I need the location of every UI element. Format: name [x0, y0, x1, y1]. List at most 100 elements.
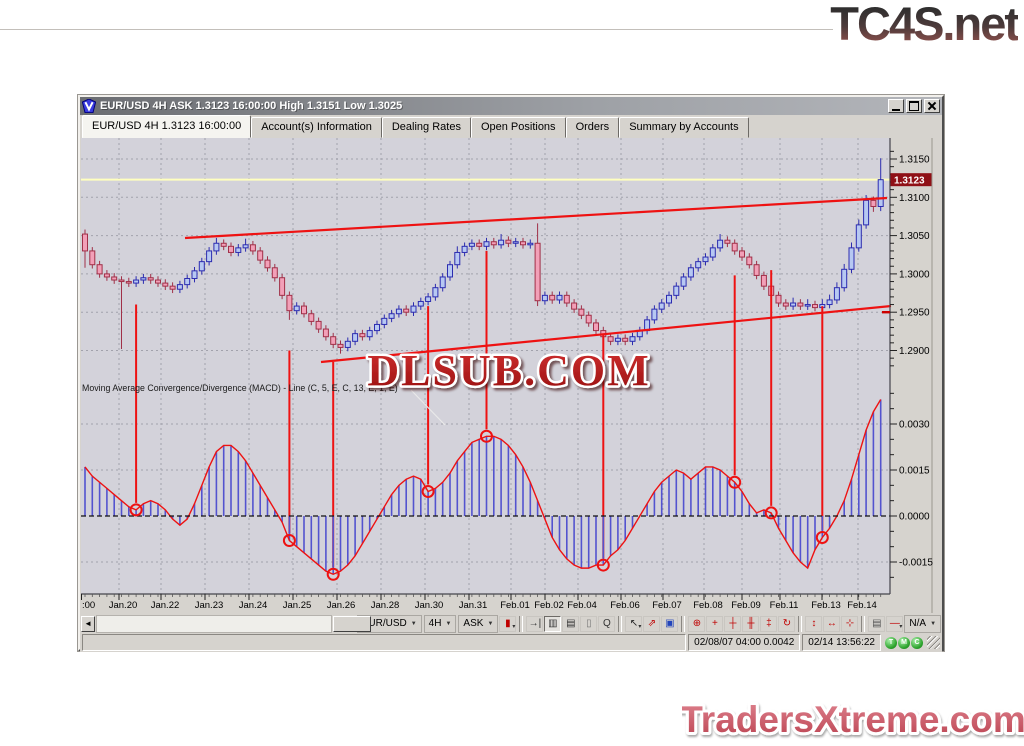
signal-circle [764, 506, 778, 520]
chevron-down-icon: ▼ [445, 620, 452, 627]
mark-tool-button[interactable]: ⇗ [643, 615, 661, 632]
connection-icon-t: T [885, 636, 897, 649]
svg-text:Feb.04: Feb.04 [567, 600, 597, 611]
toolbar-separator [618, 615, 623, 632]
current-price-marker: 1.3123 [890, 173, 932, 186]
scroll-left-button[interactable]: ◄ [81, 615, 96, 632]
chart-scrollbar[interactable] [96, 614, 372, 633]
overlay-dropdown[interactable]: N/A ▼ [904, 614, 942, 633]
tab-orders[interactable]: Orders [565, 117, 620, 138]
line-style-icon: — [889, 618, 900, 629]
scrollbar-thumb[interactable] [333, 615, 372, 632]
quick-quote-button[interactable]: Q [598, 615, 616, 632]
price-type-dropdown[interactable]: ASK ▼ [458, 614, 499, 633]
macd-line [84, 399, 882, 576]
svg-text:Feb.11: Feb.11 [770, 600, 799, 611]
svg-text:Feb.07: Feb.07 [652, 600, 682, 611]
period-dropdown[interactable]: 4H ▼ [423, 614, 457, 633]
cursor-info: 02/08/07 04:00 0.0042 [688, 634, 801, 651]
quick-quote-icon: Q [603, 618, 611, 629]
svg-text:Feb.13: Feb.13 [811, 600, 841, 611]
refresh-chart-icon: ↻ [782, 618, 792, 629]
watermark-text: DLSUB.COM [367, 346, 650, 395]
svg-text:Jan.20: Jan.20 [109, 600, 138, 611]
resize-grip[interactable] [927, 636, 940, 649]
scale-horizontal-button[interactable]: ↔ [823, 615, 841, 632]
scale-both-button[interactable]: ⊹ [841, 615, 859, 632]
status-message-panel [82, 634, 687, 651]
svg-text:0.0030: 0.0030 [899, 419, 930, 430]
chevron-down-icon: ▼ [487, 620, 494, 627]
svg-text:Feb.09: Feb.09 [731, 600, 761, 611]
chevron-down-icon: ▾ [638, 623, 642, 630]
close-icon [928, 102, 936, 110]
svg-text:Feb.01: Feb.01 [500, 600, 530, 611]
svg-text:Feb.08: Feb.08 [693, 600, 723, 611]
chevron-down-icon: ▼ [930, 620, 937, 627]
toolbar-separator [798, 615, 803, 632]
overlay-value: N/A [909, 618, 927, 629]
date-axis-ticks: :00 Jan.20 Jan.22 Jan.23 Jan.24 Jan.25 Jan.26 J… [81, 594, 882, 611]
scale-vertical-button[interactable]: ↕ [805, 615, 823, 632]
price-axis-ticks: 1.3150 1.3100 1.3050 1.3000 1.2950 1.2900 0.00… [890, 150, 933, 578]
chart-bars-icon: ▤ [566, 618, 576, 629]
price-axis [890, 138, 941, 613]
crosshair-large-button[interactable]: ┼ [724, 615, 742, 632]
scroll-to-latest-button[interactable]: →| [526, 615, 544, 632]
crosshair-large-icon: ┼ [729, 618, 737, 629]
chart-properties-button[interactable]: ▤ [868, 615, 886, 632]
maximize-button[interactable] [906, 99, 922, 113]
clock: 02/14 13:56:22 [802, 634, 881, 651]
symbol-dropdown[interactable]: EUR/USD ▼ [356, 614, 422, 633]
svg-text:1.2900: 1.2900 [899, 346, 930, 357]
chart-line-button[interactable]: ▯ [580, 615, 598, 632]
line-style-button[interactable]: — ▾ [886, 615, 904, 632]
svg-text:Jan.31: Jan.31 [459, 600, 488, 611]
price-chart[interactable]: Moving Average Convergence/Divergence (M… [81, 138, 941, 613]
minimize-button[interactable] [888, 99, 904, 113]
tab-chart[interactable]: EUR/USD 4H 1.3123 16:00:00 [82, 115, 252, 138]
tile-windows-button[interactable]: ▣ [661, 615, 679, 632]
svg-text:Jan.28: Jan.28 [371, 600, 400, 611]
svg-text:Feb.02: Feb.02 [534, 600, 564, 611]
chevron-down-icon: ▾ [899, 623, 903, 630]
signal-circle [480, 429, 493, 443]
tab-summary-by-accounts[interactable]: Summary by Accounts [619, 117, 749, 138]
close-button[interactable] [924, 99, 940, 113]
app-icon [82, 99, 97, 113]
crosshair-dagger-button[interactable]: ‡ [760, 615, 778, 632]
svg-text:1.3150: 1.3150 [899, 155, 930, 166]
candle-style-icon: ▮ [505, 618, 511, 629]
window-titlebar[interactable]: EUR/USD 4H ASK 1.3123 16:00:00 High 1.31… [80, 97, 942, 115]
svg-text:-0.0015: -0.0015 [899, 558, 933, 569]
crosshair-double-button[interactable]: ╫ [742, 615, 760, 632]
candle-style-button[interactable]: ▮ ▾ [499, 615, 517, 632]
scale-horizontal-icon: ↔ [826, 618, 837, 629]
svg-text:Jan.26: Jan.26 [327, 600, 356, 611]
tab-bar: EUR/USD 4H 1.3123 16:00:00 Account(s) Inf… [80, 115, 942, 138]
tab-dealing-rates[interactable]: Dealing Rates [381, 117, 471, 138]
candlesticks-layer [82, 158, 884, 354]
svg-text:Jan.24: Jan.24 [239, 600, 268, 611]
period-dropdown-value: 4H [428, 618, 442, 629]
chart-candlestick-button[interactable]: ▥ [544, 615, 562, 632]
chart-bars-button[interactable]: ▤ [562, 615, 580, 632]
pointer-tool-button[interactable]: ↖ ▾ [625, 615, 643, 632]
crosshair-small-button[interactable]: + [706, 615, 724, 632]
crosshair-double-icon: ╫ [747, 618, 755, 629]
scale-both-icon: ⊹ [845, 618, 855, 629]
tradersxtreme-logo: TradersXtreme.com [682, 696, 1024, 743]
zoom-in-button[interactable]: ⊕ [688, 615, 706, 632]
toolbar-separator [681, 615, 686, 632]
connection-icon-m: M [898, 636, 910, 649]
tab-open-positions[interactable]: Open Positions [470, 117, 566, 138]
svg-text:1.3050: 1.3050 [899, 231, 930, 242]
svg-text:Jan.30: Jan.30 [415, 600, 444, 611]
macd-label-pointer [410, 389, 446, 426]
scale-vertical-icon: ↕ [811, 618, 817, 629]
svg-text:Feb.06: Feb.06 [610, 600, 640, 611]
refresh-chart-button[interactable]: ↻ [778, 615, 796, 632]
tab-accounts-information[interactable]: Account(s) Information [251, 117, 382, 138]
date-axis [81, 594, 890, 613]
